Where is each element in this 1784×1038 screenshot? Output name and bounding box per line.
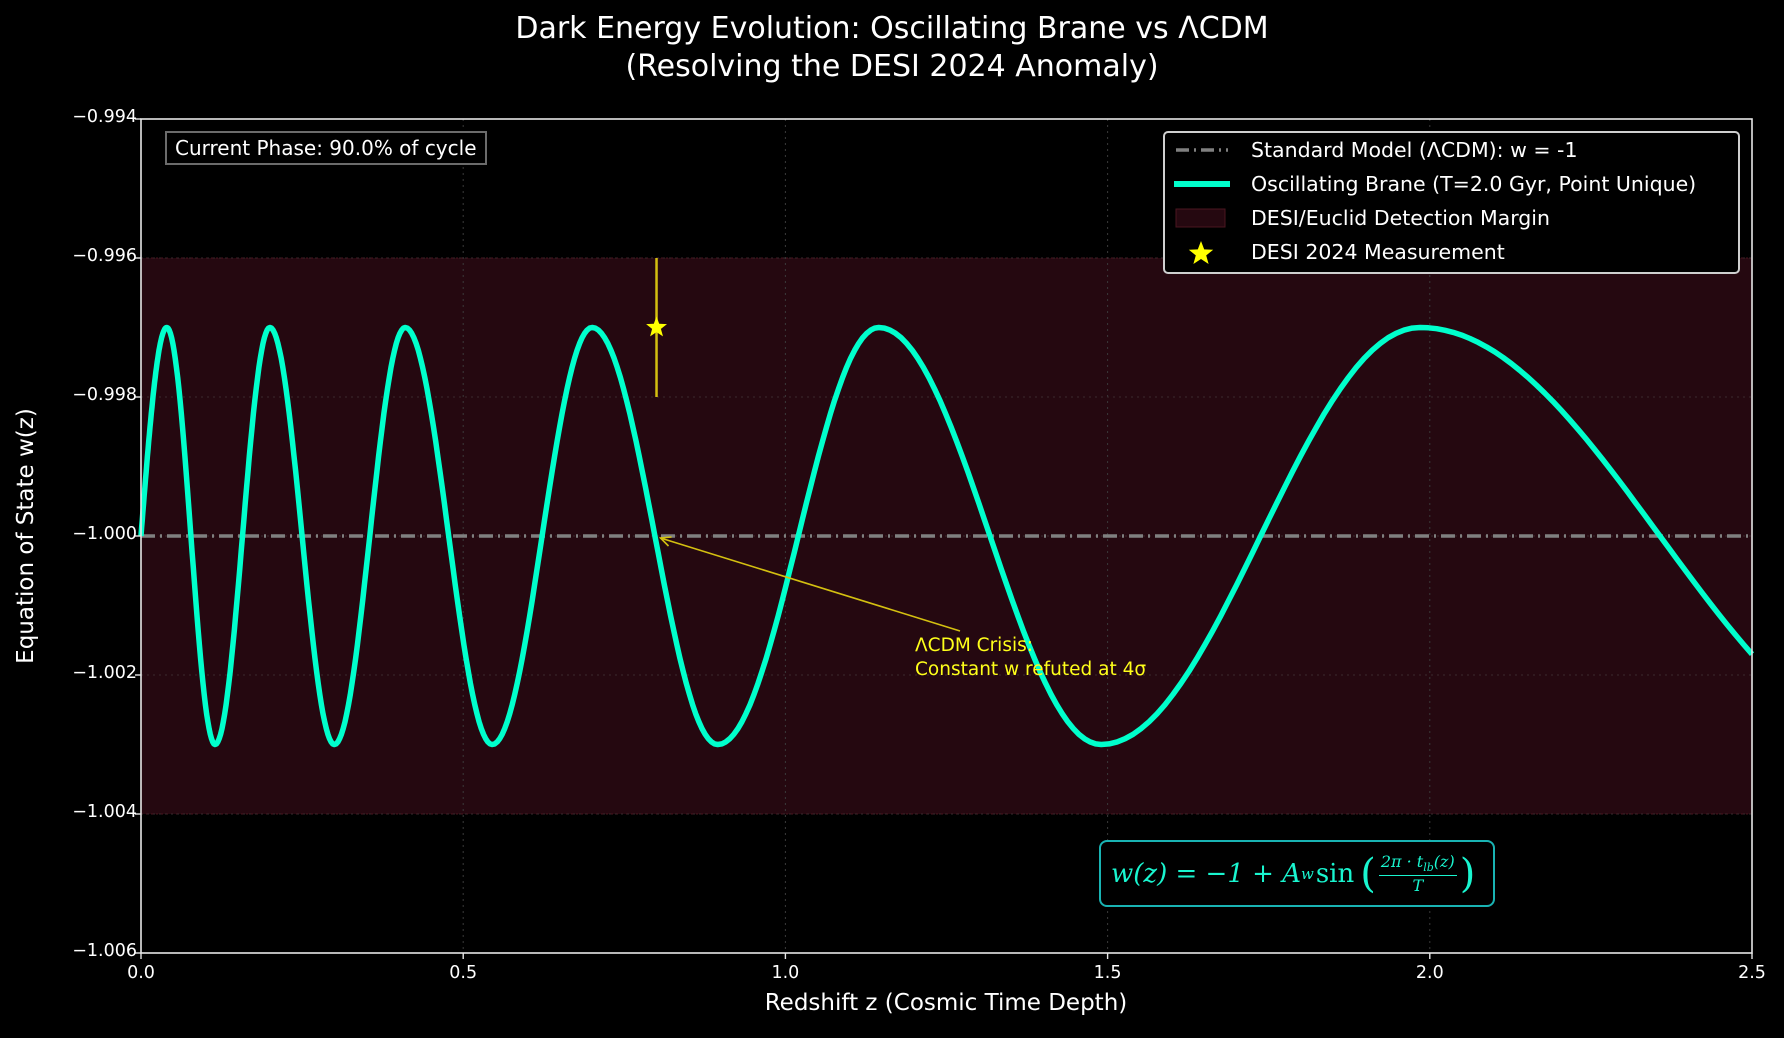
formula-denominator: T <box>1412 876 1424 896</box>
legend-item-measurement: DESI 2024 Measurement <box>1165 235 1505 269</box>
y-tick-label: −1.004 <box>72 802 137 822</box>
y-tick-label: −1.000 <box>72 524 137 544</box>
chart-title-line1: Dark Energy Evolution: Oscillating Brane… <box>515 11 1269 46</box>
legend-label: Standard Model (ΛCDM): w = -1 <box>1251 138 1578 162</box>
annotation-line2: Constant w refuted at 4σ <box>915 659 1147 680</box>
legend-item-lcdm: Standard Model (ΛCDM): w = -1 <box>1165 133 1578 167</box>
formula-fn: sin <box>1315 858 1355 889</box>
y-tick-label: −0.994 <box>72 107 137 127</box>
measurement-star-icon <box>646 316 667 337</box>
x-tick-label: 2.0 <box>1415 963 1444 983</box>
x-tick-label: 1.5 <box>1093 963 1122 983</box>
x-tick-label: 1.0 <box>771 963 800 983</box>
annotation-line1: ΛCDM Crisis: <box>915 635 1033 656</box>
phase-info-box: Current Phase: 90.0% of cycle <box>165 131 487 165</box>
x-axis-label: Redshift z (Cosmic Time Depth) <box>764 990 1128 1016</box>
legend-item-margin: DESI/Euclid Detection Margin <box>1165 201 1550 235</box>
formula-sub: w <box>1300 864 1314 883</box>
patch-icon <box>1175 208 1226 228</box>
lcdm-crisis-annotation: ΛCDM Crisis: Constant w refuted at 4σ <box>915 634 1146 682</box>
star-icon <box>1188 241 1214 264</box>
y-axis-label: Equation of State w(z) <box>13 408 39 664</box>
legend-label: DESI/Euclid Detection Margin <box>1251 206 1550 230</box>
dashed-line-icon <box>1176 148 1228 152</box>
formula-lhs: w(z) = −1 + A <box>1111 858 1301 889</box>
solid-line-icon <box>1174 181 1230 187</box>
x-tick-label: 2.5 <box>1738 963 1766 983</box>
legend: Standard Model (ΛCDM): w = -1 Oscillatin… <box>1163 131 1740 274</box>
legend-label: DESI 2024 Measurement <box>1251 240 1505 264</box>
x-tick-label: 0.0 <box>127 963 155 983</box>
legend-label: Oscillating Brane (T=2.0 Gyr, Point Uniq… <box>1251 172 1697 196</box>
y-tick-label: −0.996 <box>72 246 137 266</box>
legend-item-brane: Oscillating Brane (T=2.0 Gyr, Point Uniq… <box>1165 167 1696 201</box>
formula-paren-close: ) <box>1459 850 1476 897</box>
y-tick-label: −1.002 <box>72 663 137 683</box>
formula-fraction: 2π · tlb(z) T <box>1378 851 1457 896</box>
formula-numerator: 2π · tlb(z) <box>1378 851 1457 877</box>
y-tick-label: −0.998 <box>72 385 137 405</box>
x-tick-label: 0.5 <box>449 963 478 983</box>
y-tick-label: −1.006 <box>72 941 137 961</box>
oscillating-brane-curve <box>138 324 1755 748</box>
chart-title-line2: (Resolving the DESI 2024 Anomaly) <box>625 49 1159 84</box>
formula-paren-open: ( <box>1360 850 1376 897</box>
annotation-arrow <box>660 537 961 632</box>
